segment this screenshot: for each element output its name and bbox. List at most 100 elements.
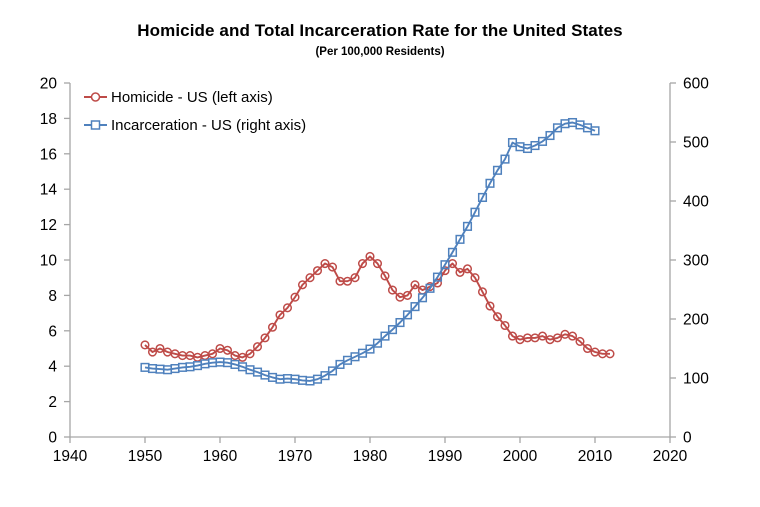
homicide-marker — [155, 343, 165, 354]
homicide-marker — [365, 251, 375, 262]
homicide-marker — [350, 273, 360, 283]
incarceration-marker — [387, 325, 398, 335]
legend-item-homicide: Homicide - US (left axis) — [84, 89, 273, 106]
x-axis-tick-label: 1940 — [53, 448, 88, 465]
homicide-marker — [357, 258, 368, 269]
homicide-marker — [282, 303, 293, 313]
left-axis-tick-label: 16 — [40, 146, 57, 163]
incarceration-line — [144, 121, 596, 382]
homicide-marker — [470, 273, 480, 283]
left-axis-tick-label: 18 — [40, 111, 57, 128]
homicide-marker — [267, 322, 278, 332]
homicide-marker — [492, 312, 503, 322]
incarceration-marker — [402, 310, 413, 320]
legend-label-homicide: Homicide - US (left axis) — [111, 89, 273, 106]
homicide-series — [140, 251, 615, 362]
incarceration-marker — [545, 130, 555, 141]
homicide-marker — [275, 310, 285, 320]
homicide-marker — [410, 280, 420, 290]
left-axis-tick-label: 20 — [40, 76, 58, 93]
left-axis-tick-label: 10 — [40, 253, 58, 270]
left-axis-tick-label: 14 — [40, 182, 58, 199]
incarceration-marker — [440, 260, 450, 270]
homicide-marker — [552, 333, 563, 343]
homicide-marker — [567, 331, 578, 341]
incarceration-marker — [455, 234, 465, 244]
incarceration-marker — [410, 302, 420, 312]
right-axis-tick-label: 600 — [683, 76, 709, 93]
left-axis-tick-label: 2 — [48, 394, 57, 411]
legend-square-marker-icon — [90, 120, 101, 130]
x-axis-tick-label: 1980 — [353, 448, 388, 465]
left-axis-tick-label: 6 — [48, 323, 57, 340]
x-axis-tick-label: 1960 — [203, 448, 238, 465]
homicide-line — [144, 255, 610, 359]
right-axis-tick-label: 200 — [683, 312, 709, 329]
homicide-marker — [297, 280, 308, 290]
incarceration-marker — [590, 126, 600, 136]
chart-title: Homicide and Total Incarceration Rate fo… — [137, 21, 623, 40]
left-axis-tick-label: 8 — [48, 288, 57, 305]
left-axis-tick-label: 0 — [48, 430, 57, 447]
incarceration-marker — [537, 136, 548, 146]
homicide-marker — [485, 301, 495, 311]
homicide-marker — [605, 349, 615, 359]
homicide-marker — [455, 267, 465, 277]
homicide-marker — [252, 342, 263, 352]
homicide-marker — [222, 345, 233, 355]
x-axis-tick-label: 2020 — [653, 448, 688, 465]
homicide-marker — [140, 340, 150, 350]
homicide-marker — [462, 264, 473, 274]
incarceration-marker — [477, 192, 488, 203]
incarceration-marker — [320, 371, 330, 381]
homicide-marker — [575, 336, 585, 346]
x-axis-tick-label: 1990 — [428, 448, 463, 465]
legend-circle-marker-icon — [90, 92, 101, 102]
right-axis-tick-label: 100 — [683, 371, 709, 388]
incarceration-marker — [380, 331, 390, 341]
homicide-marker — [507, 331, 518, 341]
incarceration-marker — [485, 178, 495, 188]
incarceration-marker — [447, 247, 458, 257]
homicide-marker — [582, 343, 593, 354]
incarceration-marker — [492, 165, 503, 175]
x-axis-tick-label: 2000 — [503, 448, 538, 465]
homicide-marker — [537, 331, 548, 341]
homicide-marker — [327, 262, 338, 272]
incarceration-marker — [462, 221, 473, 231]
incarceration-series — [140, 117, 600, 386]
homicide-marker — [305, 273, 315, 283]
homicide-marker — [372, 258, 383, 269]
homicide-marker — [402, 290, 413, 300]
left-axis-tick-label: 12 — [40, 217, 57, 234]
incarceration-marker — [500, 154, 510, 164]
homicide-marker — [237, 352, 248, 362]
homicide-marker — [290, 292, 300, 302]
incarceration-marker — [470, 207, 480, 217]
x-axis-tick-label: 1970 — [278, 448, 313, 465]
homicide-marker — [500, 320, 510, 331]
incarceration-marker — [395, 317, 405, 328]
homicide-marker — [207, 349, 218, 359]
incarceration-marker — [365, 344, 375, 354]
homicide-marker — [477, 287, 488, 297]
homicide-marker — [312, 266, 323, 276]
legend-label-incarceration: Incarceration - US (right axis) — [111, 117, 306, 134]
incarceration-marker — [372, 338, 383, 348]
homicide-marker — [147, 347, 158, 357]
right-axis-tick-label: 500 — [683, 135, 709, 152]
homicide-marker — [342, 276, 353, 286]
right-axis-tick-label: 400 — [683, 194, 709, 211]
left-axis-tick-label: 4 — [48, 359, 57, 376]
right-axis-tick-label: 300 — [683, 253, 709, 270]
homicide-marker — [380, 271, 390, 281]
chart-subtitle: (Per 100,000 Residents) — [315, 46, 445, 58]
homicide-marker — [320, 258, 330, 269]
homicide-marker — [260, 333, 270, 343]
homicide-marker — [245, 349, 255, 359]
x-axis-tick-label: 2010 — [578, 448, 613, 465]
right-axis-tick-label: 0 — [683, 430, 692, 447]
incarceration-marker — [425, 283, 435, 293]
